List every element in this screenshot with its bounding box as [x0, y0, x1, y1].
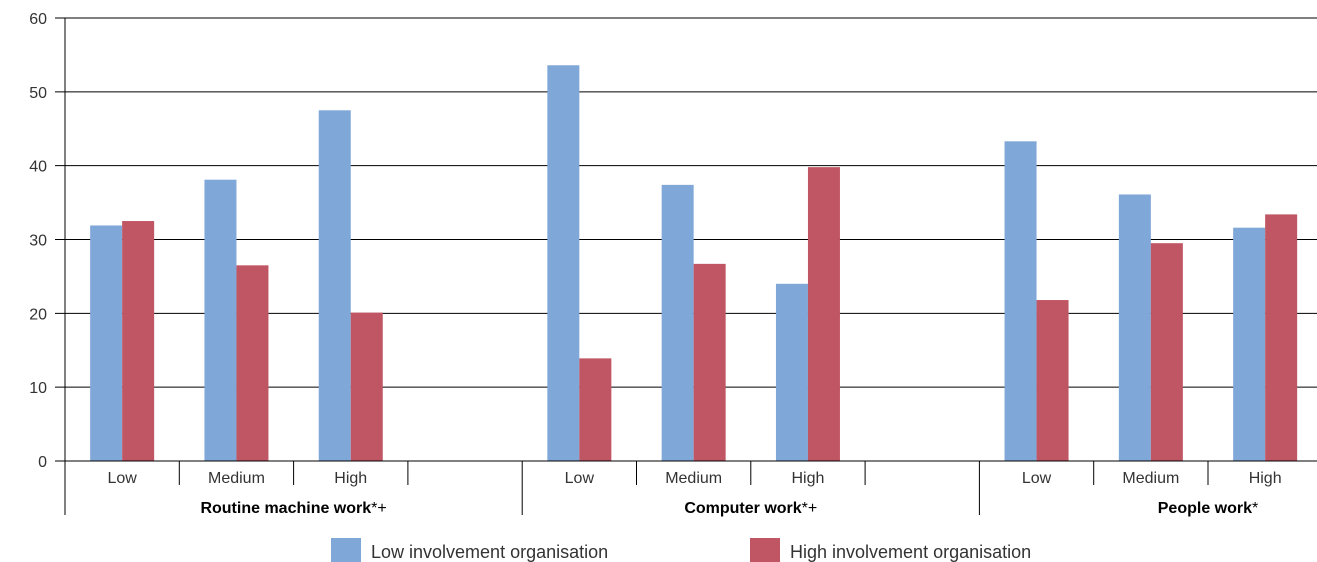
bar-low-involvement [547, 65, 580, 462]
tick-labels: 0 10 20 30 40 50 60 Low Medium High Routine machin… [29, 11, 1281, 517]
bar-high-involvement [693, 263, 726, 461]
bar-high-involvement [579, 358, 612, 461]
legend-label: High involvement organisation [790, 542, 1031, 562]
bar-high-involvement [236, 265, 269, 461]
bar-high-involvement [1036, 300, 1069, 461]
bar-low-involvement [1233, 227, 1266, 461]
bar-high-involvement [807, 167, 840, 462]
y-tick-label: 50 [29, 85, 47, 102]
bar-high-involvement [1265, 214, 1298, 461]
bar-low-involvement [90, 225, 123, 461]
bars [90, 65, 1298, 462]
y-tick-label: 30 [29, 233, 47, 250]
category-label: Medium [665, 470, 722, 487]
axes [55, 18, 1317, 515]
y-tick-label: 60 [29, 11, 47, 28]
bar-high-involvement [1150, 243, 1183, 461]
bar-low-involvement [1118, 194, 1151, 461]
legend-swatch [750, 538, 780, 562]
legend-swatch [331, 538, 361, 562]
bar-low-involvement [1004, 141, 1037, 461]
bar-low-involvement [318, 110, 351, 462]
bar-low-involvement [204, 179, 237, 461]
y-tick-label: 0 [38, 454, 47, 471]
legend-label: Low involvement organisation [371, 542, 608, 562]
bar-low-involvement [661, 184, 694, 461]
category-label: High [791, 470, 824, 487]
category-label: High [334, 470, 367, 487]
legend: Low involvement organisation High involve… [331, 538, 1031, 562]
category-label: Medium [208, 470, 265, 487]
category-label: Medium [1122, 470, 1179, 487]
bar-high-involvement [122, 221, 155, 461]
bar-low-involvement [775, 283, 808, 461]
category-label: High [1249, 470, 1282, 487]
y-tick-label: 20 [29, 306, 47, 323]
category-label: Low [1022, 470, 1052, 487]
category-label: Low [565, 470, 595, 487]
group-label: Computer work*+ [684, 500, 817, 517]
group-label: Routine machine work*+ [200, 500, 386, 517]
y-tick-label: 40 [29, 159, 47, 176]
group-label: People work* [1158, 500, 1258, 517]
y-tick-label: 10 [29, 380, 47, 397]
bar-high-involvement [350, 312, 383, 461]
category-label: Low [107, 470, 137, 487]
